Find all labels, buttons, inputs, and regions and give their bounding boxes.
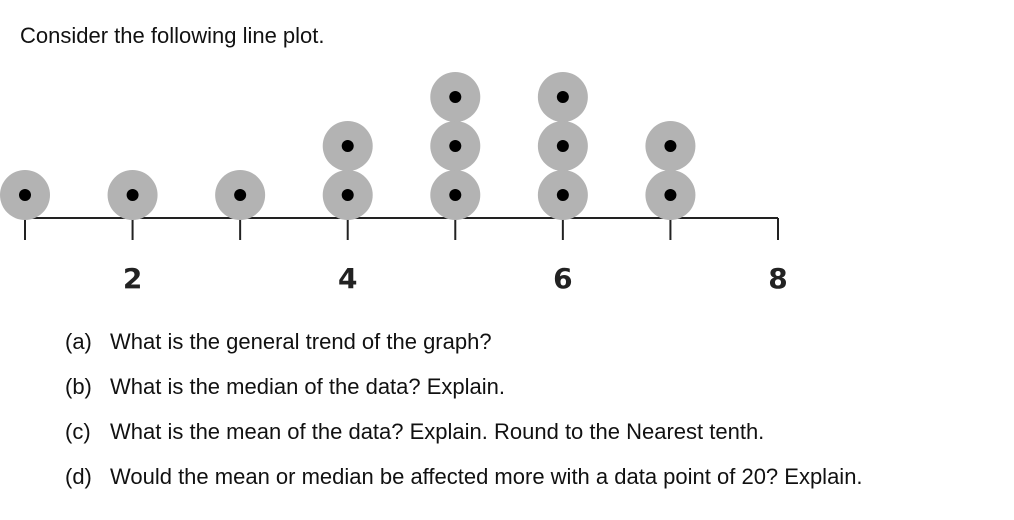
question-text: Would the mean or median be affected mor…: [110, 464, 863, 489]
dot-inner: [449, 189, 462, 201]
dot-inner: [449, 91, 462, 103]
dot-inner: [126, 189, 139, 201]
question-text: What is the mean of the data? Explain. R…: [110, 419, 764, 444]
dot-stack: [0, 170, 50, 220]
dot-inner: [664, 140, 677, 152]
question-text: What is the median of the data? Explain.: [110, 374, 505, 399]
question-label: (a): [65, 329, 92, 354]
dot-inner: [556, 140, 569, 152]
dot-inner: [341, 140, 354, 152]
dot-inner: [341, 189, 354, 201]
dot-stack: [107, 170, 158, 220]
dot-stack: [537, 72, 588, 220]
question-text: What is the general trend of the graph?: [110, 329, 492, 354]
dot-inner: [664, 189, 677, 201]
x-tick-label: 4: [338, 262, 357, 295]
dot-stack: [430, 72, 481, 220]
question-label: (c): [65, 419, 91, 444]
dot-inner: [556, 189, 569, 201]
x-tick-label: 6: [553, 262, 572, 295]
question-label: (b): [65, 374, 92, 399]
dot-inner: [19, 189, 31, 201]
prompt: Consider the following line plot.: [20, 23, 325, 48]
dot-inner: [234, 189, 247, 201]
x-tick-label: 2: [123, 262, 142, 295]
dot-inner: [449, 140, 462, 152]
dot-stack: [215, 170, 266, 220]
dot-stack: [322, 121, 373, 220]
x-tick-label: 8: [768, 262, 787, 295]
dot-inner: [556, 91, 569, 103]
question-label: (d): [65, 464, 92, 489]
dot-stack: [645, 121, 696, 220]
